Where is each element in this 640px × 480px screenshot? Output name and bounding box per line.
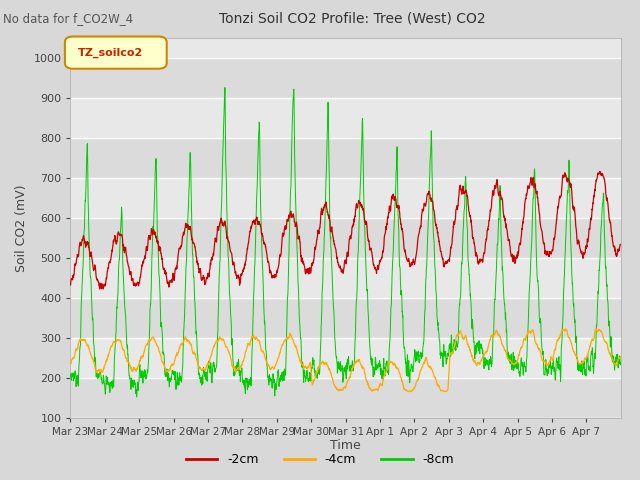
FancyBboxPatch shape — [65, 36, 166, 69]
Legend: -2cm, -4cm, -8cm: -2cm, -4cm, -8cm — [181, 448, 459, 471]
Text: Tonzi Soil CO2 Profile: Tree (West) CO2: Tonzi Soil CO2 Profile: Tree (West) CO2 — [219, 12, 485, 26]
Bar — [70, 298, 621, 338]
X-axis label: Time: Time — [330, 439, 361, 453]
Bar — [70, 218, 621, 258]
Text: TZ_soilco2: TZ_soilco2 — [77, 48, 143, 58]
Bar — [70, 138, 621, 178]
Y-axis label: Soil CO2 (mV): Soil CO2 (mV) — [15, 184, 28, 272]
Text: No data for f_CO2W_4: No data for f_CO2W_4 — [3, 12, 133, 25]
Bar — [70, 59, 621, 98]
Bar — [70, 378, 621, 418]
